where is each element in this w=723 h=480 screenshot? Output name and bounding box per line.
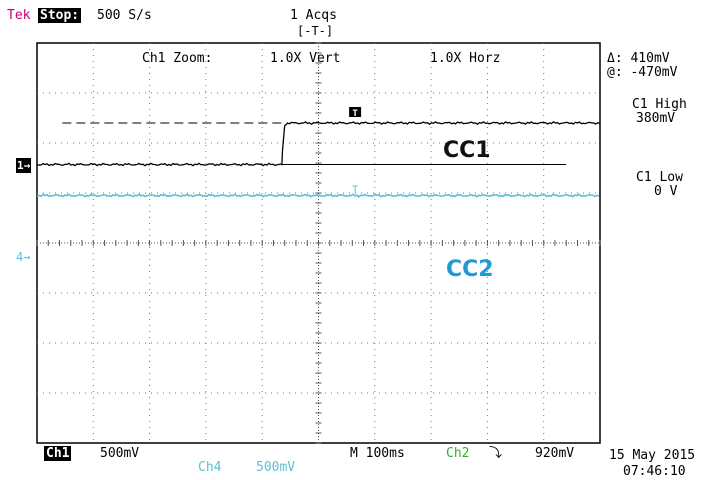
ch4-label: Ch4 [198, 460, 222, 475]
acquisition-count: 1 Acqs [290, 8, 337, 23]
measurement-high-value: 380mV [636, 111, 676, 126]
brand-label: Tek [7, 8, 31, 23]
measurement-low-label: C1 Low [636, 170, 683, 185]
cursor-position: @: -470mV [607, 65, 678, 80]
trigger-position-marker: [-T-] [297, 24, 334, 38]
trigger-marker-ch1-label: T [352, 109, 358, 119]
ch1-badge: Ch1 [44, 446, 72, 461]
trigger-source: Ch2 [446, 446, 470, 461]
ch4-scale: 500mV [256, 460, 296, 475]
timebase: M 100ms [350, 446, 405, 461]
acquisition-state-badge: Stop: [38, 8, 82, 23]
ch1-scale: 500mV [100, 446, 140, 461]
trigger-marker-ch4-label: T [352, 185, 358, 196]
trigger-level: 920mV [535, 446, 575, 461]
ch4-ground-marker: 4→ [16, 250, 31, 264]
measurement-high-label: C1 High [632, 97, 687, 112]
cc2-annotation: CC2 [446, 257, 494, 282]
zoom-label: Ch1 Zoom: [142, 51, 213, 66]
trace-cc2 [36, 193, 600, 198]
measurement-low-value: 0 V [654, 184, 678, 199]
trigger-marker-ch1 [349, 107, 362, 117]
capture-time: 07:46:10 [623, 464, 686, 479]
sample-rate: 500 S/s [97, 8, 152, 23]
trigger-slope-icon: ⤵ [489, 446, 503, 461]
cc1-annotation: CC1 [443, 138, 491, 163]
cursor-delta: Δ: 410mV [607, 51, 670, 66]
capture-date: 15 May 2015 [609, 448, 696, 463]
trace-cc1 [36, 120, 600, 167]
zoom-vert: 1.0X Vert [270, 51, 341, 66]
zoom-horz: 1.0X Horz [430, 51, 501, 66]
ch1-ground-marker: 1→ [16, 158, 32, 173]
